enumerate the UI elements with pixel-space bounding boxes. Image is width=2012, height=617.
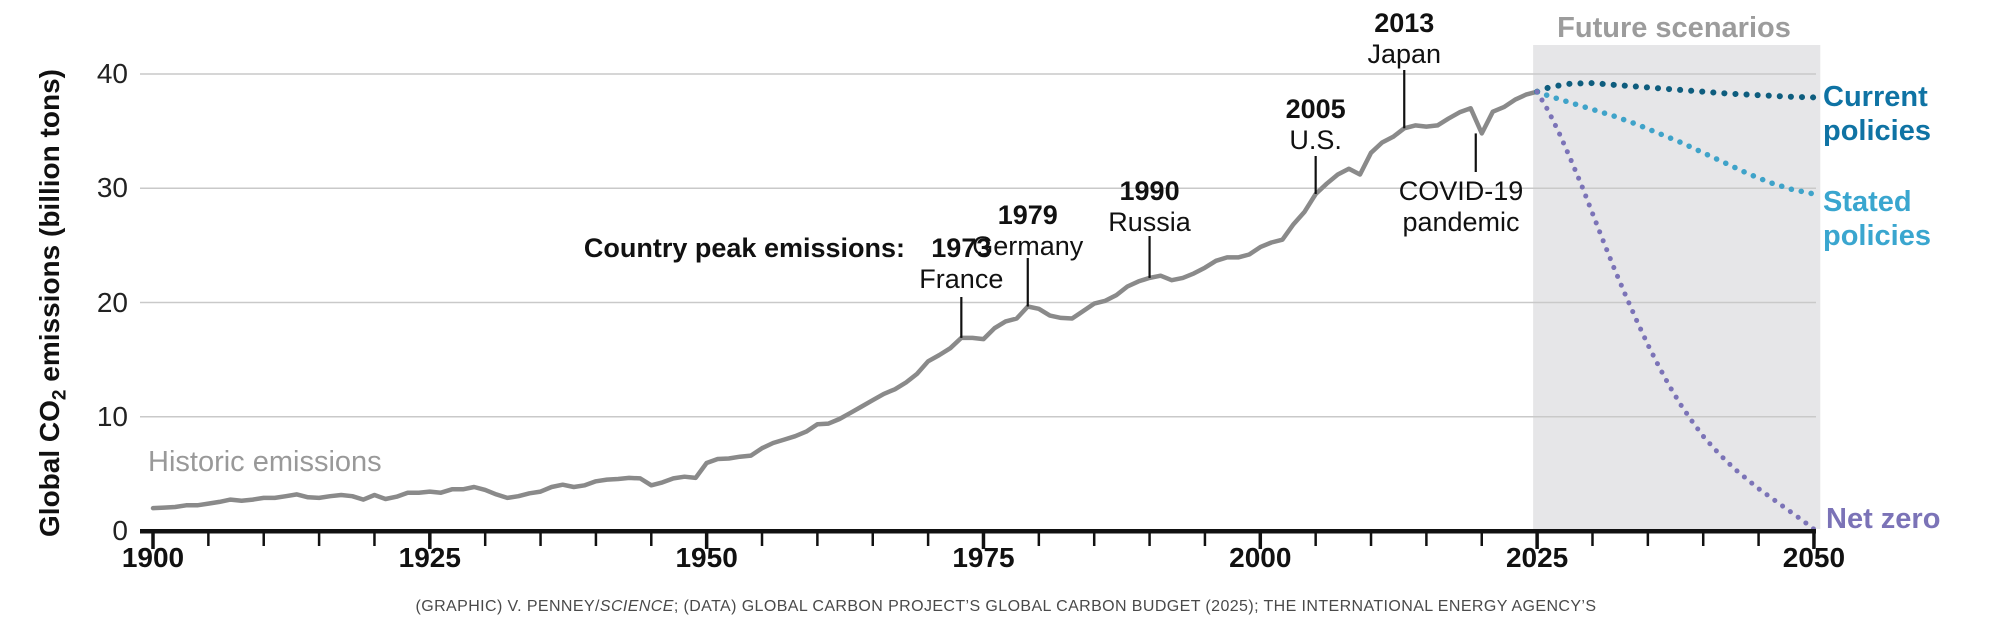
peak-annotation-2013: 2013 Japan [1304, 8, 1504, 70]
historic-emissions-label: Historic emissions [148, 446, 382, 478]
peak-year: 2013 [1374, 8, 1435, 38]
legend-net-zero: Net zero [1826, 503, 1941, 535]
x-tick-label-2050: 2050 [1782, 542, 1846, 573]
x-tick-label-1975: 1975 [952, 542, 1015, 573]
legend-stated-line1: Stated [1823, 186, 1912, 218]
x-tick-label-1950: 1950 [675, 542, 738, 573]
future-scenarios-label: Future scenarios [1557, 12, 1791, 44]
peak-year: 1973 [931, 233, 992, 263]
x-tick-label-2000: 2000 [1229, 542, 1292, 573]
legend-stated-line2: policies [1823, 220, 1931, 252]
legend-current-line2: policies [1823, 115, 1931, 147]
legend-current-line1: Current [1823, 81, 1928, 113]
future-scenarios-box [1533, 45, 1821, 529]
peak-country: Germany [972, 231, 1084, 261]
historic-emissions-line [150, 89, 1540, 511]
peak-country: France [919, 264, 1004, 294]
x-tick-label-1925: 1925 [398, 542, 461, 573]
y-tick-label-30: 30 [96, 172, 128, 204]
x-tick-label-2025: 2025 [1505, 542, 1569, 573]
x-axis-line [140, 529, 1816, 534]
peak-annotation-1990: 1990 Russia [1050, 176, 1250, 238]
scenario-line-net-zero [1534, 89, 1817, 532]
peak-year: 1990 [1119, 176, 1180, 206]
scenario-line-current-policies [1534, 80, 1817, 101]
country-peak-emissions-heading: Country peak emissions: [583, 233, 905, 263]
credit-line: (GRAPHIC) V. PENNEY/SCIENCE; (DATA) GLOB… [415, 598, 1597, 615]
peak-country: Russia [1108, 207, 1191, 237]
y-tick-label-0: 0 [112, 515, 128, 546]
peak-country: Japan [1367, 39, 1442, 69]
peak-year: 1979 [997, 200, 1058, 230]
peak-annotation-1979: 1979 Germany [928, 200, 1128, 262]
peak-year: 2005 [1285, 94, 1346, 124]
y-tick-label-20: 20 [96, 286, 128, 318]
covid-annotation-line1: COVID-19 [1398, 176, 1524, 206]
peak-country: U.S. [1289, 125, 1342, 155]
covid-annotation: COVID-19 pandemic [1361, 176, 1561, 238]
x-tick-label-1900: 1900 [121, 542, 185, 573]
legend-stated-policies: Stated policies [1823, 185, 1931, 253]
y-tick-label-10: 10 [96, 400, 128, 432]
legend-current-policies: Current policies [1823, 80, 1931, 148]
peak-annotation-2005: 2005 U.S. [1216, 94, 1416, 156]
peak-annotation-1973: 1973 France [861, 233, 1061, 295]
scenario-line-stated-policies [1534, 88, 1817, 197]
covid-annotation-line2: pandemic [1402, 207, 1520, 237]
y-tick-label-40: 40 [96, 58, 128, 89]
